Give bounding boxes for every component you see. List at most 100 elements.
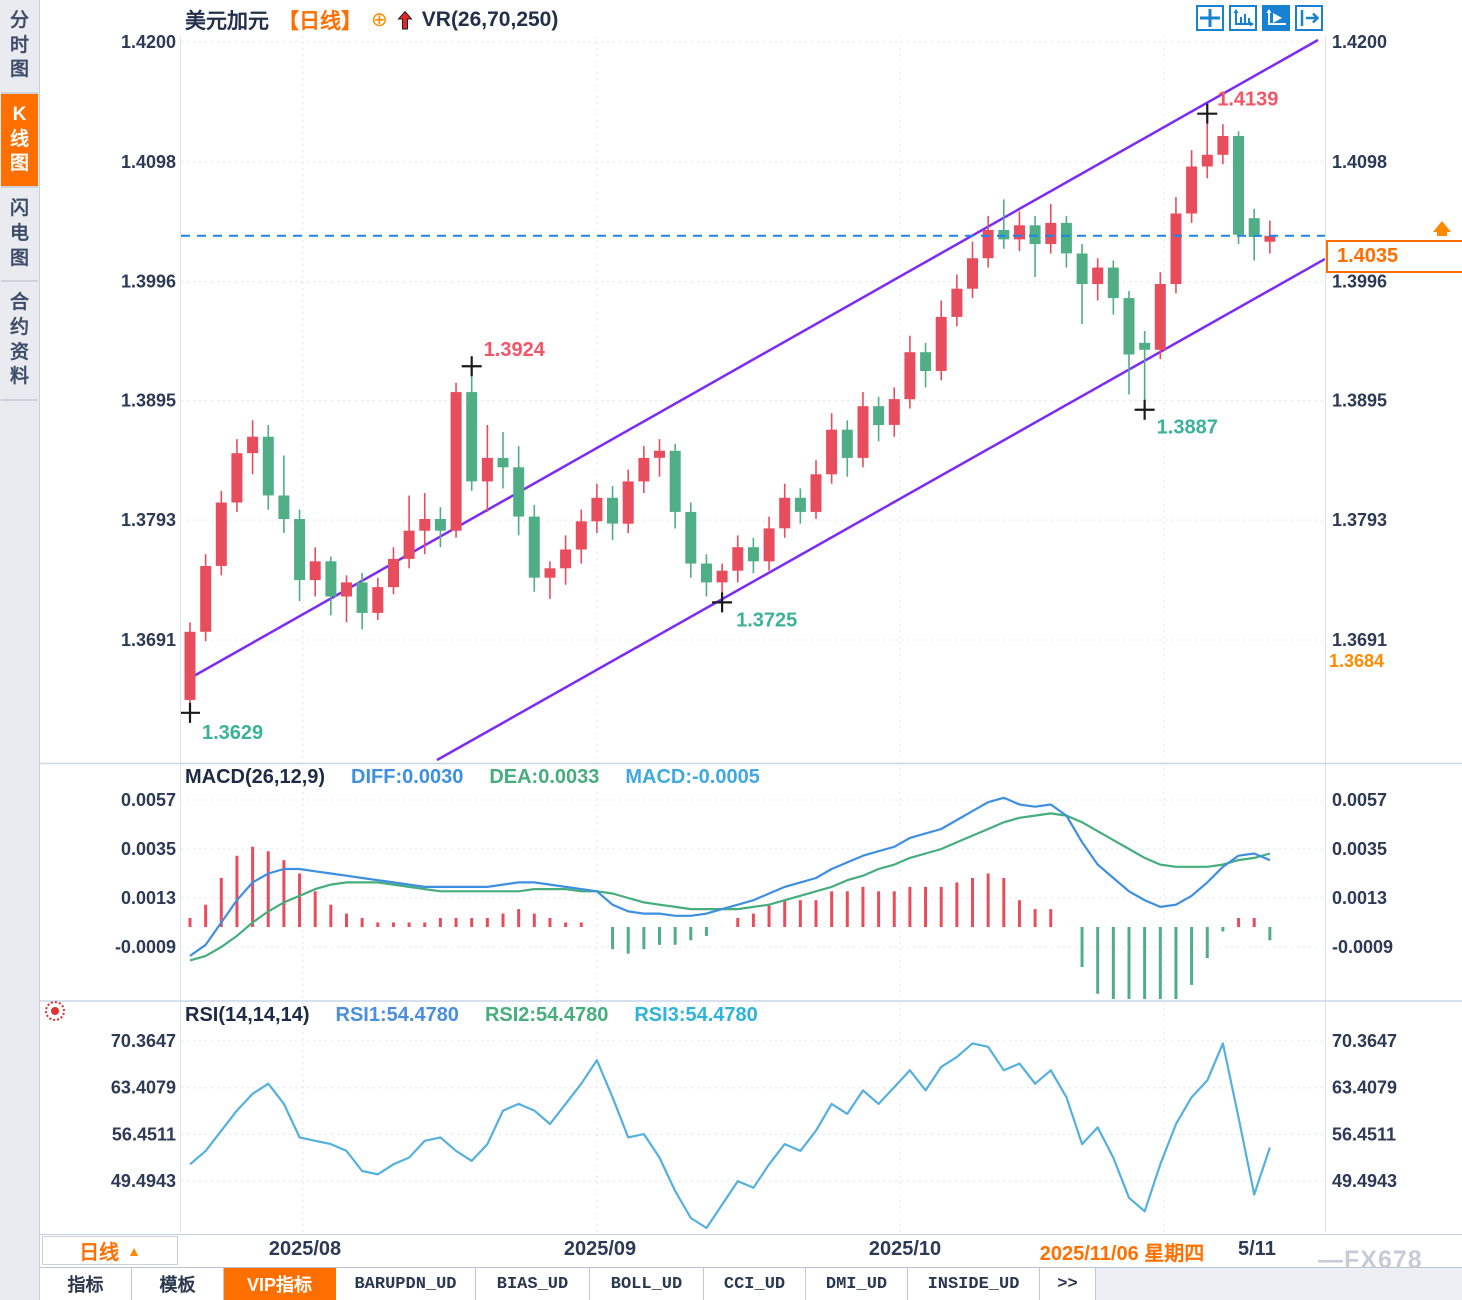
candle-body — [247, 436, 259, 454]
pane-arrow-icon[interactable] — [1295, 5, 1323, 31]
candle-body — [1264, 235, 1276, 242]
rsi3-value: RSI3:54.4780 — [634, 1004, 758, 1026]
channel-upper-line[interactable] — [184, 38, 1319, 683]
candle-body — [810, 474, 822, 512]
axis-label-left: 1.3793 — [121, 510, 176, 530]
swing-cross-icon — [181, 702, 200, 723]
sidebar-item-label: 分时图 — [9, 10, 29, 81]
watermark: —FX678 — [1318, 1246, 1423, 1274]
tab-more[interactable]: >> — [1040, 1268, 1096, 1300]
tab-vip-indicators[interactable]: VIP指标 — [224, 1268, 336, 1300]
candle-body — [262, 436, 274, 496]
period-tag: 【日线】 — [278, 10, 362, 33]
candle-body — [466, 392, 478, 482]
axis-label-right: 1.3793 — [1332, 510, 1387, 530]
axis-label-right: 1.3996 — [1332, 272, 1387, 292]
candle-body — [528, 516, 540, 578]
candle-body — [1217, 136, 1229, 155]
symbol-title: 美元加元 — [185, 10, 269, 33]
rsi1-value: RSI1:54.4780 — [335, 1004, 459, 1026]
sidebar-item-flash-chart[interactable]: 闪电图 — [1, 188, 38, 283]
period-selector[interactable]: 日线 ▲ — [42, 1236, 178, 1265]
candle-body — [794, 497, 806, 512]
dea-line — [189, 812, 1271, 962]
sidebar-item-kline-chart[interactable]: K线图 — [1, 94, 38, 189]
candle-body — [231, 453, 243, 503]
sidebar-item-contract-info[interactable]: 合约资料 — [1, 282, 38, 401]
candle-body — [560, 549, 572, 569]
add-indicator-icon[interactable]: ⊕ — [371, 9, 388, 31]
macd-dea-value: DEA:0.0033 — [489, 766, 600, 788]
candle-body — [967, 258, 978, 289]
rsi2-value: RSI2:54.4780 — [484, 1004, 609, 1026]
axis-label-right: 49.4943 — [1332, 1171, 1397, 1191]
axis-label-left: 49.4943 — [111, 1171, 176, 1191]
tab-dmi-ud[interactable]: DMI_UD — [806, 1268, 908, 1300]
axis-scale-icon[interactable] — [1229, 5, 1257, 31]
candle-body — [701, 563, 712, 583]
candle-body — [716, 570, 728, 583]
candle-body — [450, 392, 462, 531]
month-axis-label: 2025/08 — [268, 1238, 342, 1260]
candle-body — [481, 457, 493, 482]
tab-inside-ud[interactable]: INSIDE_UD — [908, 1268, 1040, 1300]
candle-body — [873, 406, 885, 425]
month-axis-label: 2025/09 — [563, 1238, 637, 1260]
sidebar-item-time-share-chart[interactable]: 分时图 — [1, 0, 38, 95]
sidebar-tabs: 分时图 K线图 闪电图合约资料 — [0, 0, 39, 401]
axis-label-left: 0.0013 — [121, 888, 176, 908]
candle-body — [325, 561, 337, 597]
axis-play-icon[interactable] — [1262, 5, 1290, 31]
period-selector-label: 日线 — [79, 1242, 120, 1264]
candle-body — [309, 561, 321, 581]
indicator-settings-sun-icon[interactable] — [45, 1001, 65, 1021]
candle-body — [747, 547, 759, 562]
tab-barupdn-ud[interactable]: BARUPDN_UD — [336, 1268, 476, 1300]
axis-label-right: 56.4511 — [1332, 1124, 1396, 1144]
tab-bias-ud[interactable]: BIAS_UD — [476, 1268, 590, 1300]
axis-label-right: 0.0057 — [1332, 790, 1387, 810]
highlighted-date: 2025/11/06 星期四 — [1008, 1235, 1236, 1267]
swing-cross-icon — [712, 592, 733, 613]
candle-body — [1233, 136, 1244, 235]
tab-cci-ud[interactable]: CCI_UD — [704, 1268, 806, 1300]
candle-body — [669, 450, 681, 512]
macd-diff-value: DIFF:0.0030 — [351, 766, 464, 788]
sidebar-item-label: 合约资料 — [9, 292, 29, 388]
axis-label-right: 0.0035 — [1332, 839, 1387, 859]
macd-title: MACD(26,12,9) — [185, 766, 326, 788]
tab-boll-ud[interactable]: BOLL_UD — [590, 1268, 704, 1300]
chart-header: 美元加元 【日线】 ⊕ VR(26,70,250) — [185, 5, 558, 35]
tab-indicators[interactable]: 指标 — [40, 1268, 132, 1300]
axis-label-left: 56.4511 — [112, 1124, 176, 1144]
up-arrow-icon — [397, 10, 413, 31]
candle-body — [904, 352, 916, 400]
axis-label-left: -0.0009 — [115, 937, 176, 957]
candle-body — [763, 528, 775, 562]
candle-body — [779, 497, 791, 529]
pan-icon[interactable] — [1196, 5, 1224, 31]
macd-value: MACD:-0.0005 — [625, 766, 760, 788]
candle-body — [200, 566, 212, 632]
rsi-title: RSI(14,14,14) — [185, 1004, 310, 1026]
swing-price-annotation: 1.3725 — [736, 609, 797, 631]
candle-body — [1139, 342, 1151, 350]
tab-templates[interactable]: 模板 — [132, 1268, 224, 1300]
partial-date-label: 5/11 — [1238, 1238, 1276, 1260]
candle-body — [654, 450, 665, 458]
candle-body — [920, 352, 932, 371]
axis-label-right: 1.3895 — [1332, 390, 1387, 410]
swing-cross-icon — [1197, 103, 1218, 124]
axis-label-right: -0.0009 — [1332, 937, 1393, 957]
candle-body — [935, 316, 947, 371]
axis-label-right: 0.0013 — [1332, 888, 1387, 908]
candle-body — [1123, 298, 1135, 355]
axis-label-left: 1.3996 — [121, 272, 176, 292]
candle-body — [1014, 225, 1025, 240]
swing-price-annotation: 1.3887 — [1157, 417, 1218, 439]
date-axis-row: 日线 ▲ 2025/08 2025/09 2025/10 2025/11/06 星期… — [40, 1234, 1462, 1267]
overlay-indicator-label: VR(26,70,250) — [421, 8, 559, 31]
channel-lower-line[interactable] — [436, 257, 1325, 762]
